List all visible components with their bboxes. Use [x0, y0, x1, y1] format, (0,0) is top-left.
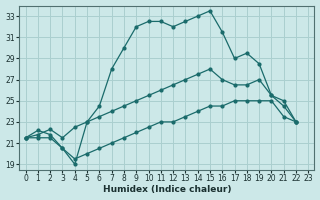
- X-axis label: Humidex (Indice chaleur): Humidex (Indice chaleur): [103, 185, 231, 194]
